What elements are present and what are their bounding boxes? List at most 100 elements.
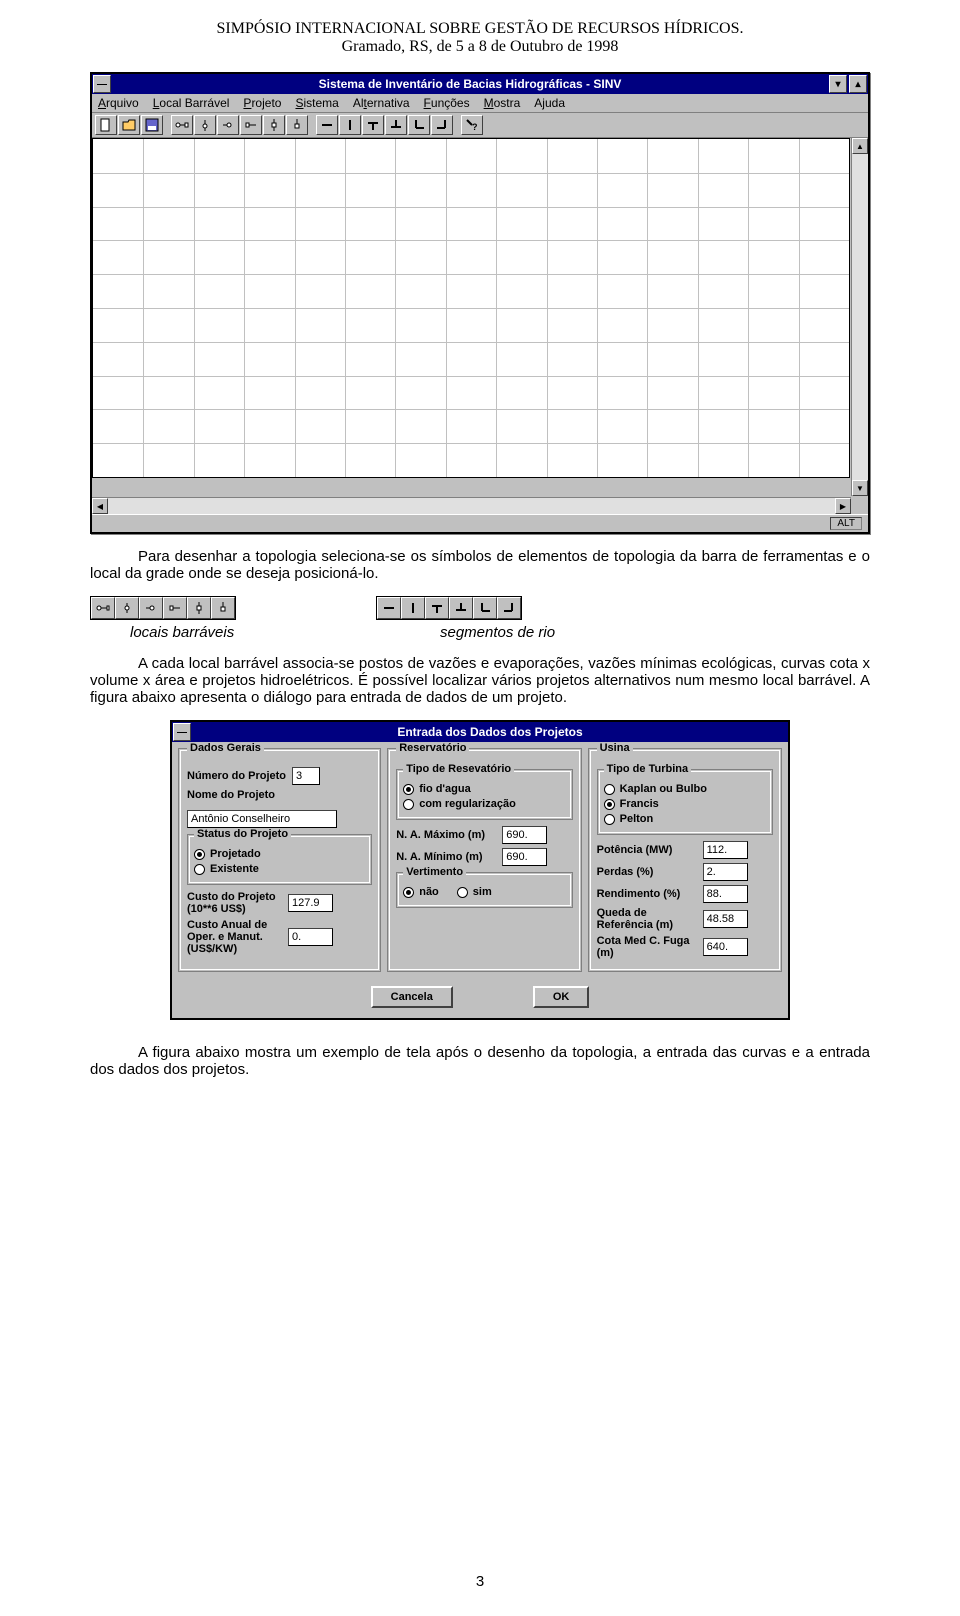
label-cota: Cota Med C. Fuga (m) <box>597 935 697 959</box>
menu-local-barravel[interactable]: Local Barrável <box>153 96 230 110</box>
input-numero[interactable] <box>292 767 320 785</box>
menu-projeto[interactable]: Projeto <box>243 96 281 110</box>
tool-seg-r-icon[interactable] <box>431 115 453 135</box>
subgroup-title-status: Status do Projeto <box>194 828 291 840</box>
input-queda[interactable] <box>703 910 748 928</box>
input-custo-proj[interactable] <box>288 894 333 912</box>
subgroup-status: Status do Projeto Projetado Existente <box>187 834 372 885</box>
radio-pelton[interactable]: Pelton <box>604 813 766 825</box>
tool-new-icon[interactable] <box>95 115 117 135</box>
input-nome[interactable] <box>187 810 337 828</box>
pal-loc-6-icon[interactable] <box>211 597 235 619</box>
menu-funcoes[interactable]: Funções <box>424 96 470 110</box>
label-custo-proj: Custo do Projeto (10**6 US$) <box>187 891 282 915</box>
tool-node-e-icon[interactable] <box>263 115 285 135</box>
radio-regularizacao[interactable]: com regularização <box>403 798 565 810</box>
radio-vert-nao[interactable]: não <box>403 886 439 898</box>
menu-ajuda[interactable]: Ajuda <box>534 96 565 110</box>
tool-seg-l-icon[interactable] <box>408 115 430 135</box>
project-dialog: — Entrada dos Dados dos Projetos Dados G… <box>170 720 790 1020</box>
pal-seg-1-icon[interactable] <box>377 597 401 619</box>
pal-seg-3-icon[interactable] <box>425 597 449 619</box>
group-usina: Usina Tipo de Turbina Kaplan ou Bulbo Fr… <box>588 748 782 972</box>
window-title: Sistema de Inventário de Bacias Hidrográ… <box>112 77 828 91</box>
cancel-button[interactable]: Cancela <box>371 986 453 1008</box>
label-potencia: Potência (MW) <box>597 844 697 856</box>
input-perdas[interactable] <box>703 863 748 881</box>
label-na-max: N. A. Máximo (m) <box>396 829 496 841</box>
pal-loc-2-icon[interactable] <box>115 597 139 619</box>
dialog-sysmenu-icon[interactable]: — <box>173 723 191 741</box>
tool-node-a-icon[interactable] <box>171 115 193 135</box>
label-na-min: N. A. Mínimo (m) <box>396 851 496 863</box>
tool-help-icon[interactable]: ? <box>461 115 483 135</box>
tool-node-b-icon[interactable] <box>194 115 216 135</box>
input-rendimento[interactable] <box>703 885 748 903</box>
tool-seg-t-icon[interactable] <box>362 115 384 135</box>
radio-vert-sim[interactable]: sim <box>457 886 492 898</box>
menu-arquivo[interactable]: Arquivo <box>98 96 139 110</box>
pal-loc-5-icon[interactable] <box>187 597 211 619</box>
pal-seg-6-icon[interactable] <box>497 597 521 619</box>
label-numero: Número do Projeto <box>187 770 286 782</box>
subgroup-vertimento: Vertimento não sim <box>396 872 572 908</box>
menu-alternativa[interactable]: Alternativa <box>353 96 410 110</box>
vscroll-track[interactable] <box>852 154 868 480</box>
subgroup-title-tipo-reserv: Tipo de Resevatório <box>403 763 514 775</box>
input-na-max[interactable] <box>502 826 547 844</box>
canvas-area: ▲ ▼ ◀ ▶ <box>92 138 868 514</box>
palette-labels: locais barráveis segmentos de rio <box>90 624 870 641</box>
ok-button[interactable]: OK <box>533 986 590 1008</box>
label-rendimento: Rendimento (%) <box>597 888 697 900</box>
pal-loc-4-icon[interactable] <box>163 597 187 619</box>
minimize-button[interactable]: ▾ <box>829 75 847 93</box>
dialog-title: Entrada dos Dados dos Projetos <box>192 725 788 739</box>
radio-fio-dagua[interactable]: fio d'agua <box>403 783 565 795</box>
titlebar: — Sistema de Inventário de Bacias Hidrog… <box>92 74 868 94</box>
input-custo-anual[interactable] <box>288 928 333 946</box>
paragraph-1: Para desenhar a topologia seleciona-se o… <box>90 548 870 582</box>
tool-seg-tu-icon[interactable] <box>385 115 407 135</box>
input-cota[interactable] <box>703 938 748 956</box>
status-text: ALT <box>830 517 862 530</box>
group-title-dados: Dados Gerais <box>187 742 264 754</box>
tool-open-icon[interactable] <box>118 115 140 135</box>
pal-loc-1-icon[interactable] <box>91 597 115 619</box>
header-subtitle: Gramado, RS, de 5 a 8 de Outubro de 1998 <box>90 38 870 56</box>
tool-node-f-icon[interactable] <box>286 115 308 135</box>
group-dados-gerais: Dados Gerais Número do Projeto Nome do P… <box>178 748 381 972</box>
dialog-titlebar: — Entrada dos Dados dos Projetos <box>172 722 788 742</box>
scroll-down-icon[interactable]: ▼ <box>852 480 868 496</box>
pal-seg-2-icon[interactable] <box>401 597 425 619</box>
vertical-scrollbar[interactable]: ▲ ▼ <box>851 138 868 496</box>
menu-sistema[interactable]: Sistema <box>295 96 338 110</box>
maximize-button[interactable]: ▴ <box>849 75 867 93</box>
paragraph-2: A cada local barrável associa-se postos … <box>90 655 870 706</box>
tool-seg-h-icon[interactable] <box>316 115 338 135</box>
horizontal-scrollbar[interactable]: ◀ ▶ <box>92 497 851 514</box>
pal-seg-5-icon[interactable] <box>473 597 497 619</box>
scroll-up-icon[interactable]: ▲ <box>852 138 868 154</box>
hscroll-track[interactable] <box>108 498 835 514</box>
system-menu-icon[interactable]: — <box>93 75 111 93</box>
radio-kaplan[interactable]: Kaplan ou Bulbo <box>604 783 766 795</box>
palette-locais <box>90 596 236 620</box>
input-na-min[interactable] <box>502 848 547 866</box>
pal-loc-3-icon[interactable] <box>139 597 163 619</box>
input-potencia[interactable] <box>703 841 748 859</box>
tool-save-icon[interactable] <box>141 115 163 135</box>
scroll-left-icon[interactable]: ◀ <box>92 498 108 514</box>
radio-francis[interactable]: Francis <box>604 798 766 810</box>
radio-projetado[interactable]: Projetado <box>194 848 365 860</box>
paragraph-3: A figura abaixo mostra um exemplo de tel… <box>90 1044 870 1078</box>
scroll-right-icon[interactable]: ▶ <box>835 498 851 514</box>
menu-mostra[interactable]: Mostra <box>484 96 521 110</box>
subgroup-title-vertimento: Vertimento <box>403 866 466 878</box>
svg-text:?: ? <box>472 122 478 132</box>
radio-existente[interactable]: Existente <box>194 863 365 875</box>
tool-node-c-icon[interactable] <box>217 115 239 135</box>
tool-node-d-icon[interactable] <box>240 115 262 135</box>
pal-seg-4-icon[interactable] <box>449 597 473 619</box>
tool-seg-v-icon[interactable] <box>339 115 361 135</box>
drawing-grid[interactable] <box>92 138 850 478</box>
